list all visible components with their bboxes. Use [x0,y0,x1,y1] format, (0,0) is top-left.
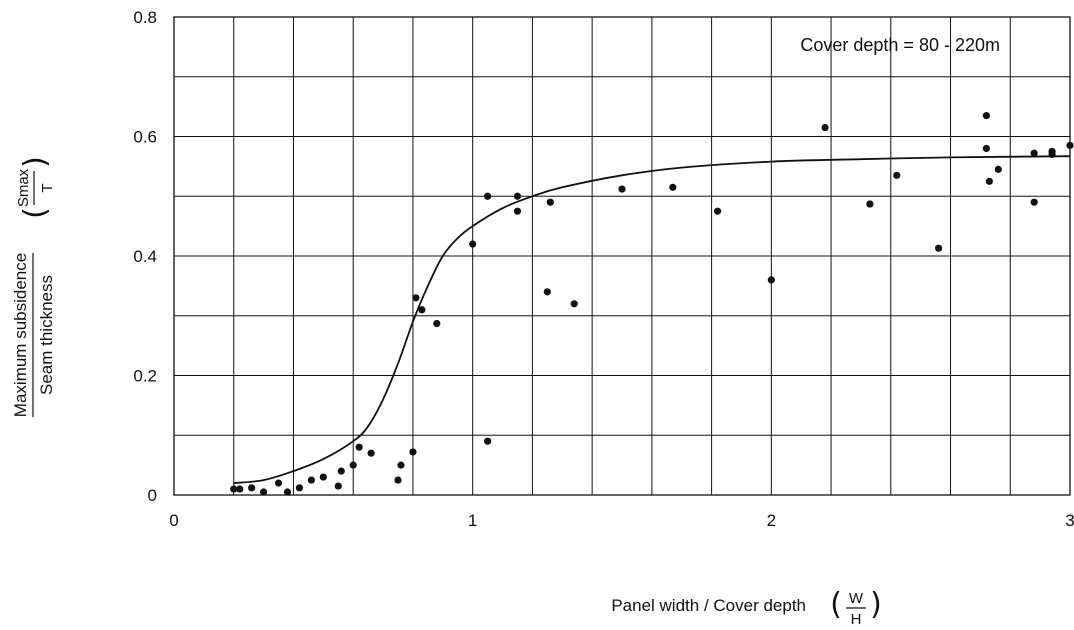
fit-curve [233,155,1071,484]
data-point [418,306,426,314]
y-fraction-left-paren: ( [18,207,53,219]
y-tick-label: 0.2 [133,367,157,386]
data-point [985,177,993,185]
x-axis-fraction: ( W H ) [830,587,882,628]
x-tick-label: 1 [468,511,477,530]
data-point [821,123,829,132]
y-tick-labels: 0 0.2 0.4 0.6 0.8 [133,8,157,505]
data-point [1030,149,1038,157]
data-point [1048,150,1056,159]
data-point [713,207,722,215]
data-point [367,449,375,457]
data-point [982,144,990,153]
data-point [334,482,342,490]
data-points [230,111,1074,496]
data-point [337,467,345,475]
fit-curve-layer [233,155,1071,484]
data-point [893,171,901,179]
data-point [934,244,943,252]
x-fraction-denominator: H [851,611,862,628]
data-point [319,473,327,481]
x-fraction-right-paren: ) [870,587,882,622]
data-point [484,437,492,445]
x-tick-label: 2 [767,511,776,530]
data-point [230,485,238,493]
data-point [994,165,1002,173]
y-fraction-right-paren: ) [18,156,53,168]
x-fraction-numerator: W [849,590,864,607]
x-fraction-left-paren: ( [830,587,842,622]
data-point [409,448,417,456]
data-point [397,461,405,469]
cover-depth-annotation: Cover depth = 80 - 220m [800,35,1000,55]
data-point [1030,198,1038,206]
data-point [484,192,492,200]
data-point [295,484,304,492]
x-tick-label: 3 [1065,511,1074,530]
x-tick-labels: 0 1 2 3 [169,511,1074,530]
y-axis-label-denominator: Seam thickness [37,275,56,395]
y-axis-label-numerator: Maximum subsidence [11,253,30,417]
x-axis-label: Panel width / Cover depth [611,596,806,615]
y-axis-label: Maximum subsidence Seam thickness ( Smax… [11,156,56,417]
data-point [307,476,315,484]
data-point [433,319,441,328]
y-tick-label: 0.6 [133,128,157,147]
data-point [248,484,256,492]
data-point [469,240,477,248]
data-point [618,185,626,193]
data-point [355,443,363,451]
y-tick-label: 0.8 [133,8,157,27]
data-point [412,294,420,302]
data-point [394,476,402,484]
data-point [260,488,268,496]
data-point [513,192,522,200]
data-point [1066,141,1074,150]
y-tick-label: 0.4 [133,247,157,266]
grid [173,16,1071,496]
data-point [236,485,244,493]
data-point [543,288,551,296]
data-point [669,183,677,191]
y-fraction-denominator: T [39,183,56,192]
data-point [349,461,357,469]
x-tick-label: 0 [169,511,178,530]
data-point [546,198,554,206]
y-fraction-numerator: Smax [15,168,32,207]
data-point [767,276,775,284]
y-tick-label: 0 [148,486,157,505]
data-point [513,207,522,215]
data-point [570,300,578,308]
data-point [283,488,292,496]
data-point [866,200,874,208]
data-point [982,111,990,120]
data-point [274,479,283,487]
